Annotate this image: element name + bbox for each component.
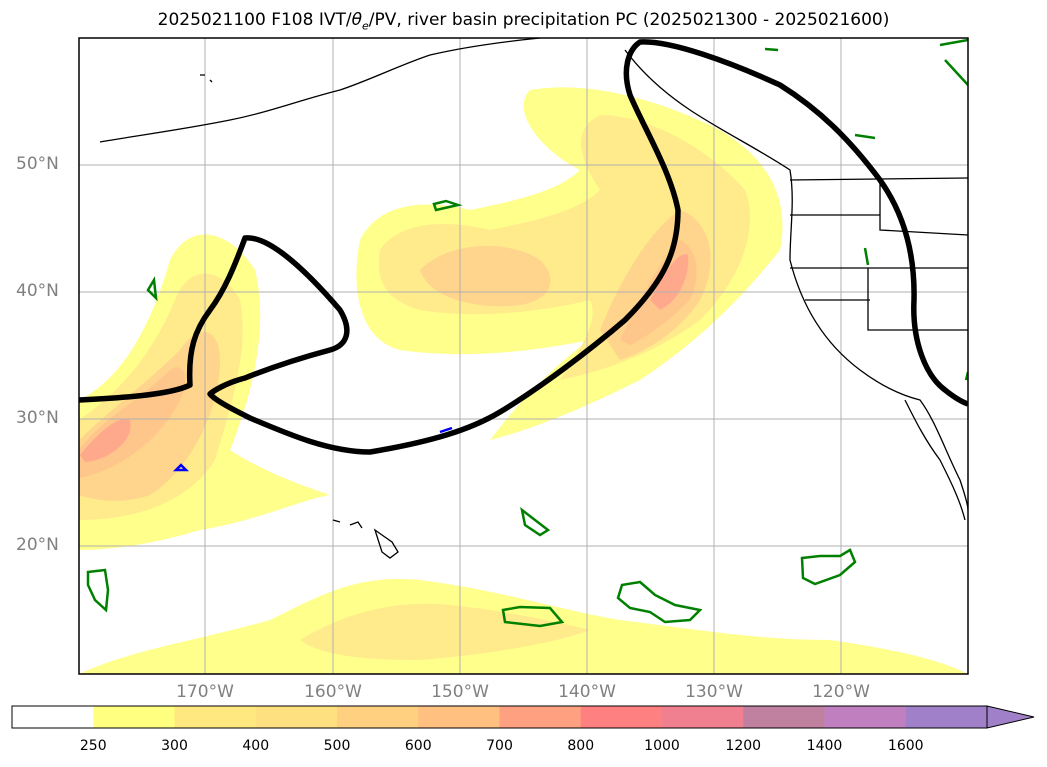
- lon-label-120w: 120°W: [812, 682, 870, 702]
- colorbar: [11, 705, 1035, 729]
- colorbar-tick-label: 800: [567, 738, 595, 754]
- lat-label-20n: 20°N: [16, 535, 59, 555]
- colorbar-tick-label: 1000: [644, 738, 680, 754]
- colorbar-frame: [11, 705, 988, 729]
- colorbar-segment: [93, 706, 175, 728]
- low-markers: [172, 426, 453, 472]
- lon-label-150w: 150°W: [431, 682, 489, 702]
- precip-contours: [86, 38, 968, 628]
- colorbar-tick-label: 500: [323, 738, 351, 754]
- colorbar-segment: [499, 706, 582, 728]
- colorbar-tick-label: 1200: [725, 738, 762, 754]
- lon-label-140w: 140°W: [558, 682, 616, 702]
- colorbar-tick-label: 250: [79, 738, 107, 754]
- colorbar-segment: [905, 706, 988, 728]
- colorbar-tick-label: 400: [242, 738, 270, 754]
- colorbar-segment: [662, 706, 744, 728]
- colorbar-extend-arrow: [986, 705, 1035, 729]
- gridlines: [79, 38, 968, 674]
- colorbar-tick-label: 700: [486, 738, 513, 754]
- colorbar-segment: [743, 706, 825, 728]
- colorbar-segment: [255, 706, 338, 728]
- lon-label-170w: 170°W: [176, 682, 234, 702]
- colorbar-tick-label: 300: [161, 738, 188, 754]
- colorbar-segment: [337, 706, 419, 728]
- lon-label-160w: 160°W: [304, 682, 362, 702]
- lat-label-50n: 50°N: [16, 154, 59, 174]
- colorbar-segment: [824, 706, 907, 728]
- map-frame: [78, 37, 969, 675]
- colorbar-segment: [418, 706, 500, 728]
- colorbar-tick-label: 1400: [806, 738, 843, 754]
- lat-label-30n: 30°N: [16, 408, 59, 428]
- colorbar-tick-label: 600: [404, 738, 432, 754]
- colorbar-tick-label: 1600: [887, 738, 924, 754]
- map-title: 2025021100 F108 IVT/θe/PV, river basin p…: [157, 10, 890, 33]
- ivt-shading: [79, 87, 968, 674]
- pv-contour: [79, 39, 968, 455]
- lat-label-40n: 40°N: [16, 281, 59, 301]
- colorbar-segment: [580, 706, 663, 728]
- colorbar-segment: [12, 706, 94, 728]
- colorbar-segment: [174, 706, 257, 728]
- lon-label-130w: 130°W: [685, 682, 743, 702]
